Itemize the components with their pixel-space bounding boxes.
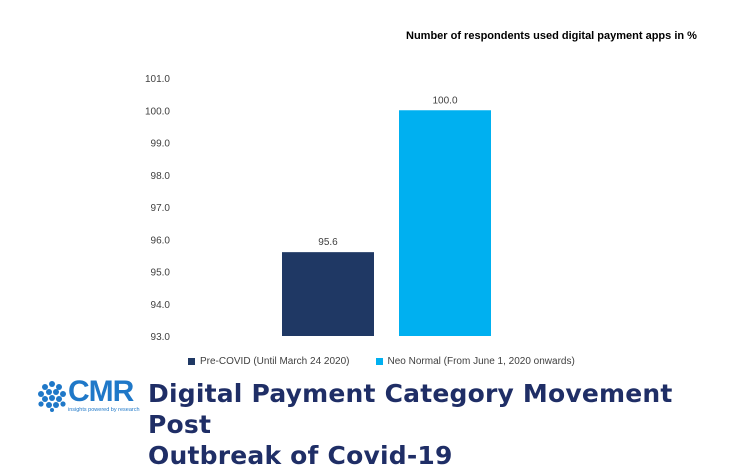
y-tick-label: 100.0 xyxy=(145,106,170,117)
data-labels: 95.6 100.0 xyxy=(318,95,458,248)
globe-icon xyxy=(38,381,66,412)
chart-subtitle: Number of respondents used digital payme… xyxy=(406,30,697,42)
y-tick-label: 95.0 xyxy=(151,268,171,279)
legend-swatch-neo-normal xyxy=(375,358,383,365)
bar-value-label-0: 95.6 xyxy=(318,237,338,248)
legend-label-pre-covid: Pre-COVID (Until March 24 2020) xyxy=(200,356,350,367)
y-tick-label: 101.0 xyxy=(145,74,170,85)
bar-1 xyxy=(399,110,491,336)
y-tick-label: 97.0 xyxy=(151,203,171,214)
cmr-logo: CMR insights powered by research xyxy=(36,375,144,418)
legend-item-pre-covid: Pre-COVID (Until March 24 2020) xyxy=(188,356,350,367)
bar-chart: 93.0 94.0 95.0 96.0 97.0 98.0 99.0 100.0 101.0 9… xyxy=(145,74,491,343)
y-axis: 93.0 94.0 95.0 96.0 97.0 98.0 99.0 100.0 101.0 xyxy=(145,74,170,343)
y-tick-label: 93.0 xyxy=(151,332,171,343)
headline-line-1: Digital Payment Category Movement Post xyxy=(148,379,673,439)
legend-item-neo-normal: Neo Normal (From June 1, 2020 onwards) xyxy=(375,356,575,367)
legend-label-neo-normal: Neo Normal (From June 1, 2020 onwards) xyxy=(387,356,575,367)
bar-0 xyxy=(282,252,374,336)
bar-value-label-1: 100.0 xyxy=(432,95,457,106)
y-tick-label: 99.0 xyxy=(151,139,171,150)
logo-wordmark: CMR xyxy=(68,375,134,408)
y-tick-label: 98.0 xyxy=(151,171,171,182)
headline-line-2: Outbreak of Covid-19 xyxy=(148,441,453,470)
legend: Pre-COVID (Until March 24 2020) Neo Norm… xyxy=(188,356,575,367)
headline: Digital Payment Category Movement Post O… xyxy=(148,378,736,471)
logo-tagline: insights powered by research xyxy=(68,407,140,413)
legend-swatch-pre-covid xyxy=(188,358,195,365)
footer-banner: CMR insights powered by research Digital… xyxy=(36,375,736,470)
y-tick-label: 96.0 xyxy=(151,235,171,246)
bars xyxy=(282,110,491,336)
y-tick-label: 94.0 xyxy=(151,300,171,311)
